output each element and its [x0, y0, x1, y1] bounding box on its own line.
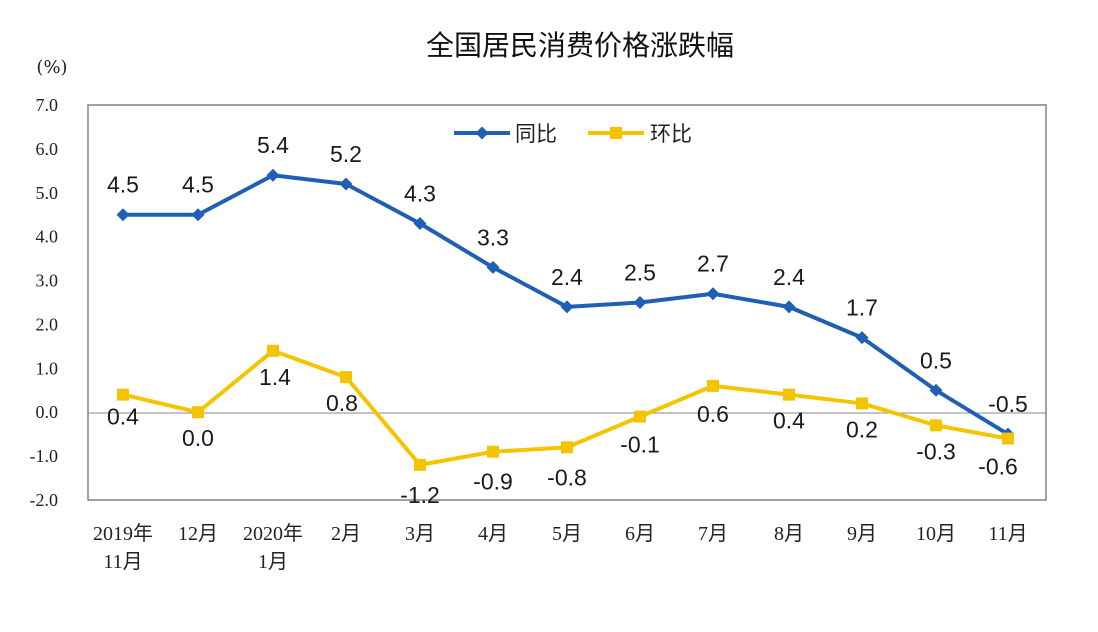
data-label-huanbi: -0.8: [547, 464, 587, 490]
data-label-huanbi: 0.4: [773, 408, 805, 434]
series-point-huanbi: [267, 344, 279, 357]
series-point-huanbi: [487, 445, 499, 458]
x-tick-label: 8月: [774, 523, 804, 545]
x-tick-label: 2019年: [93, 522, 153, 545]
series-point-huanbi: [340, 371, 352, 384]
series-point-tongbi: [486, 260, 500, 274]
data-label-huanbi: -0.1: [620, 432, 660, 458]
x-tick-label: 9月: [847, 523, 877, 545]
series-point-tongbi: [782, 300, 796, 314]
series-point-huanbi: [192, 406, 204, 419]
series-point-huanbi: [856, 397, 868, 410]
x-tick-label: 12月: [178, 523, 218, 545]
x-axis-ticks: 2019年 11月 12月 2020年 1月 2月 3月 4月 5月 6月 7月 8月 9月 10月 11月: [93, 522, 1028, 573]
series-point-huanbi: [930, 419, 942, 432]
data-label-huanbi: -0.6: [978, 454, 1018, 480]
data-label-tongbi: 5.2: [330, 141, 362, 167]
series-point-huanbi: [1002, 432, 1014, 445]
data-label-tongbi: 2.7: [697, 251, 729, 277]
x-tick-label: 4月: [478, 523, 508, 545]
series-point-tongbi: [116, 208, 130, 222]
data-label-tongbi: 0.5: [920, 347, 952, 373]
y-tick-label: 4.0: [36, 227, 59, 247]
data-label-tongbi: 2.4: [773, 264, 805, 290]
y-tick-label: 3.0: [36, 271, 59, 291]
data-label-huanbi: 0.6: [697, 401, 729, 427]
data-label-huanbi: 1.4: [259, 364, 291, 390]
series-point-tongbi: [855, 331, 869, 345]
chart-title: 全国居民消费价格涨跌幅: [426, 29, 734, 62]
y-tick-label: 5.0: [36, 183, 59, 203]
series-point-huanbi: [414, 458, 426, 471]
data-label-tongbi: 1.7: [846, 295, 878, 321]
data-label-tongbi: 4.5: [182, 172, 214, 198]
series-point-huanbi: [783, 388, 795, 401]
series-point-tongbi: [560, 300, 574, 314]
x-tick-label: 3月: [405, 523, 435, 545]
series-point-tongbi: [633, 296, 647, 309]
y-tick-label: 1.0: [36, 358, 59, 378]
y-axis-unit: (%): [36, 57, 67, 78]
series-point-tongbi: [191, 208, 205, 222]
data-label-huanbi: -0.3: [916, 438, 956, 464]
x-tick-label: 11月: [988, 523, 1027, 545]
y-tick-label: 2.0: [36, 314, 59, 334]
series-point-tongbi: [413, 217, 427, 230]
series-layer: [116, 168, 1015, 471]
y-tick-label: 7.0: [36, 95, 59, 115]
series-point-huanbi: [707, 379, 719, 392]
series-point-huanbi: [117, 388, 129, 401]
plot-area: [87, 104, 1047, 501]
series-point-huanbi: [634, 410, 646, 423]
data-label-huanbi: 0.0: [182, 425, 214, 451]
series-point-huanbi: [561, 441, 573, 454]
x-tick-label: 5月: [552, 523, 582, 545]
data-label-tongbi: 2.4: [551, 264, 583, 290]
series-point-tongbi: [706, 287, 720, 301]
x-tick-label: 11月: [103, 551, 142, 573]
data-label-huanbi: 0.4: [107, 404, 139, 430]
y-tick-label: -1.0: [30, 446, 59, 466]
x-tick-label: 10月: [916, 523, 956, 545]
x-tick-label: 6月: [625, 523, 655, 545]
series-point-tongbi: [339, 177, 353, 191]
data-label-tongbi: 2.5: [624, 260, 656, 286]
data-label-huanbi: 0.2: [846, 416, 878, 442]
data-label-huanbi: -0.9: [473, 469, 513, 495]
data-label-huanbi: -1.2: [400, 482, 440, 508]
x-tick-label: 1月: [258, 551, 288, 573]
legend-marker-tongbi: [475, 126, 489, 140]
y-tick-label: -2.0: [30, 490, 59, 510]
x-tick-label: 7月: [698, 523, 728, 545]
x-tick-label: 2020年: [243, 522, 303, 545]
legend-marker-huanbi: [610, 127, 622, 139]
data-labels: 4.5 4.5 5.4 5.2 4.3 3.3 2.4 2.5 2.7 2.4 1.7 0.5 -0.5…: [107, 132, 1028, 508]
data-label-tongbi: 3.3: [477, 224, 509, 250]
legend: 同比 环比: [454, 122, 692, 146]
data-label-huanbi: 0.8: [326, 390, 358, 416]
legend-label-tongbi: 同比: [515, 122, 557, 146]
x-tick-label: 2月: [331, 523, 361, 545]
y-tick-label: 0.0: [36, 402, 59, 422]
y-axis-ticks: 7.0 6.0 5.0 4.0 3.0 2.0 1.0 0.0 -1.0 -2.0: [30, 95, 59, 510]
series-point-tongbi: [266, 168, 280, 182]
series-point-tongbi: [929, 383, 943, 397]
data-label-tongbi: 4.5: [107, 172, 139, 198]
y-tick-label: 6.0: [36, 139, 59, 159]
legend-label-huanbi: 环比: [650, 122, 692, 146]
data-label-tongbi: 4.3: [404, 181, 436, 207]
data-label-tongbi: -0.5: [988, 391, 1028, 417]
data-label-tongbi: 5.4: [257, 132, 289, 158]
